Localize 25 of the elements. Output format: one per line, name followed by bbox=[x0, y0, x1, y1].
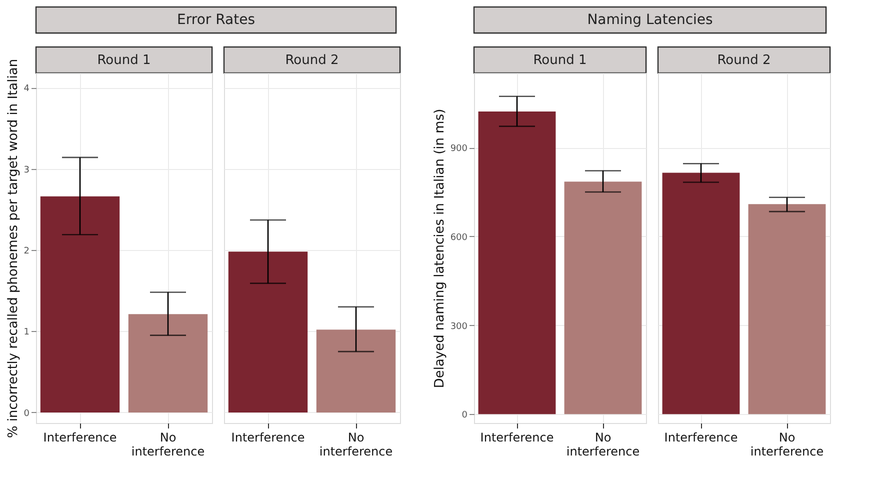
y-tick-label: 300 bbox=[450, 322, 468, 332]
x-tick-label: Interference bbox=[664, 430, 738, 444]
chart-subtitle: Round 2 bbox=[717, 53, 771, 68]
y-axis-title: % incorrectly recalled phonemes per target word in Italian bbox=[6, 58, 21, 438]
chart-title: Error Rates bbox=[177, 12, 255, 28]
x-tick-label: No interference bbox=[750, 430, 824, 458]
chart-subtitle: Round 1 bbox=[533, 53, 587, 68]
x-tick-label: No interference bbox=[131, 430, 205, 458]
y-tick-label: 0 bbox=[24, 408, 30, 419]
y-tick-label: 0 bbox=[462, 410, 468, 421]
x-tick-label: Interference bbox=[43, 430, 117, 444]
y-tick-label: 1 bbox=[24, 328, 30, 338]
chart-subtitle: Round 1 bbox=[97, 53, 151, 68]
chart-title: Naming Latencies bbox=[587, 12, 713, 28]
y-tick-label: 600 bbox=[450, 232, 468, 243]
y-axis-title: Delayed naming latencies in Italian (in ms) bbox=[432, 108, 448, 388]
x-tick-label: Interference bbox=[231, 430, 305, 444]
x-tick-label: Interference bbox=[480, 430, 554, 444]
y-tick-label: 4 bbox=[24, 84, 30, 94]
chart-subtitle: Round 2 bbox=[285, 53, 339, 68]
y-tick-label: 900 bbox=[450, 144, 468, 154]
x-tick-label: No interference bbox=[319, 430, 393, 458]
y-tick-label: 2 bbox=[24, 246, 30, 257]
x-tick-label: No interference bbox=[566, 430, 640, 458]
y-tick-label: 3 bbox=[24, 165, 30, 176]
